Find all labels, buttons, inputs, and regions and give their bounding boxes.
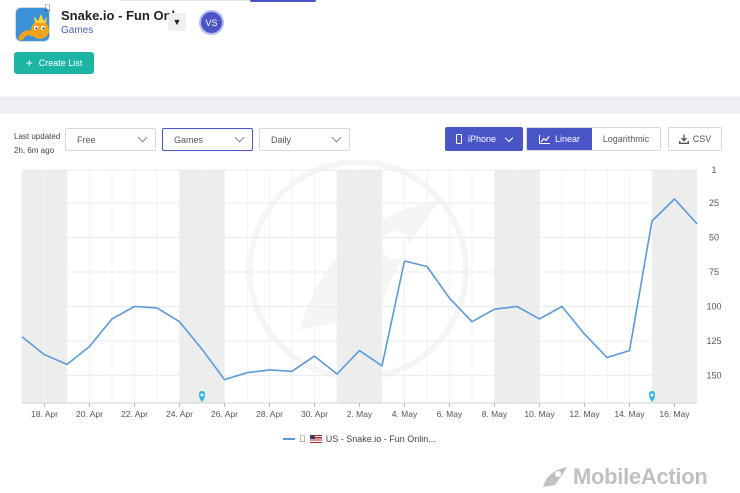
- x-tick-label: 16. May: [659, 409, 690, 419]
- caret-down-icon: ▼: [172, 17, 182, 27]
- csv-label: CSV: [692, 134, 712, 144]
- price-filter-select[interactable]: Free: [65, 128, 156, 151]
- category-filter-select[interactable]: Games: [162, 128, 253, 151]
- chart-legend[interactable]:  US - Snake.io - Fun Onlin...: [283, 434, 436, 444]
- last-updated-value: 2h, 6m ago: [14, 146, 55, 155]
- x-tick-label: 4. May: [392, 409, 418, 419]
- line-chart-icon: [538, 134, 550, 144]
- csv-download-button[interactable]: CSV: [668, 127, 722, 151]
- x-tick-label: 14. May: [614, 409, 645, 419]
- price-filter-value: Free: [77, 134, 96, 145]
- x-tick-label: 2. May: [347, 409, 373, 419]
- x-tick-label: 30. Apr: [301, 409, 328, 419]
- apple-icon: : [299, 434, 306, 444]
- pin-dot: [200, 393, 204, 397]
- pin-dot: [650, 393, 654, 397]
- grid-lines: [21, 169, 698, 404]
- us-flag-icon: [309, 435, 322, 443]
- y-tick-label: 1: [711, 165, 716, 175]
- top-divider: [120, 0, 250, 1]
- legend-series-name: US - Snake.io - Fun Onlin...: [319, 434, 436, 444]
- y-tick-label: 50: [709, 233, 719, 243]
- active-tab-indicator[interactable]: [250, 0, 316, 2]
- category-filter-value: Games: [174, 134, 204, 145]
- x-tick-label: 20. Apr: [76, 409, 103, 419]
- linear-scale-button[interactable]: Linear: [527, 128, 592, 150]
- chevron-down-icon: [331, 132, 342, 143]
- y-tick-label: 75: [709, 267, 719, 277]
- app-title[interactable]: Snake.io - Fun Onl...: [61, 8, 186, 23]
- x-tick-label: 18. Apr: [31, 409, 58, 419]
- mobileaction-logo: MobileAction: [541, 464, 708, 490]
- x-tick-label: 24. Apr: [166, 409, 193, 419]
- chevron-down-icon: [234, 132, 245, 143]
- app-header:  Snake.io - Fun Onl... Games ▼ VS + Cre…: [0, 0, 740, 96]
- device-select-button[interactable]: iPhone: [445, 127, 523, 151]
- legend-line-swatch: [283, 438, 295, 440]
- x-tick-label: 26. Apr: [211, 409, 238, 419]
- section-gap: [0, 96, 740, 114]
- create-list-button[interactable]: + Create List: [14, 52, 94, 74]
- x-tick-label: 28. Apr: [256, 409, 283, 419]
- x-tick-label: 6. May: [437, 409, 463, 419]
- y-tick-label: 100: [706, 301, 721, 311]
- logarithmic-scale-button[interactable]: Logarithmic: [592, 128, 660, 150]
- x-tick-label: 22. Apr: [121, 409, 148, 419]
- last-updated-label: Last updated: [14, 132, 61, 141]
- period-filter-value: Daily: [271, 134, 292, 145]
- download-icon: [678, 134, 689, 144]
- phone-icon: [455, 134, 462, 144]
- linear-label: Linear: [554, 134, 581, 144]
- compare-vs-button[interactable]: VS: [199, 10, 224, 35]
- series-line[interactable]: [21, 198, 698, 381]
- x-axis-ticks: 18. Apr 20. Apr 22. Apr 24. Apr 26. Apr 28. A…: [31, 403, 690, 419]
- period-filter-select[interactable]: Daily: [259, 128, 350, 151]
- device-label: iPhone: [467, 134, 497, 144]
- app-switch-dropdown[interactable]: ▼: [168, 13, 186, 31]
- app-icon[interactable]: [15, 7, 50, 42]
- create-list-label: Create List: [38, 58, 83, 68]
- x-tick-label: 8. May: [482, 409, 508, 419]
- chevron-down-icon: [137, 132, 148, 143]
- scale-toggle: Linear Logarithmic: [526, 127, 661, 151]
- section-divider: [0, 98, 740, 99]
- y-tick-label: 125: [706, 336, 721, 346]
- app-category[interactable]: Games: [61, 25, 94, 36]
- plus-icon: +: [25, 56, 33, 70]
- x-tick-label: 10. May: [524, 409, 555, 419]
- apple-icon: : [44, 3, 51, 13]
- rocket-logo-icon: [543, 467, 567, 487]
- y-tick-label: 150: [706, 370, 721, 380]
- annotation-markers[interactable]: [199, 391, 655, 402]
- y-tick-label: 25: [709, 198, 719, 208]
- chevron-down-icon: [504, 133, 514, 142]
- x-tick-label: 12. May: [569, 409, 600, 419]
- brand-name: MobileAction: [573, 464, 708, 489]
